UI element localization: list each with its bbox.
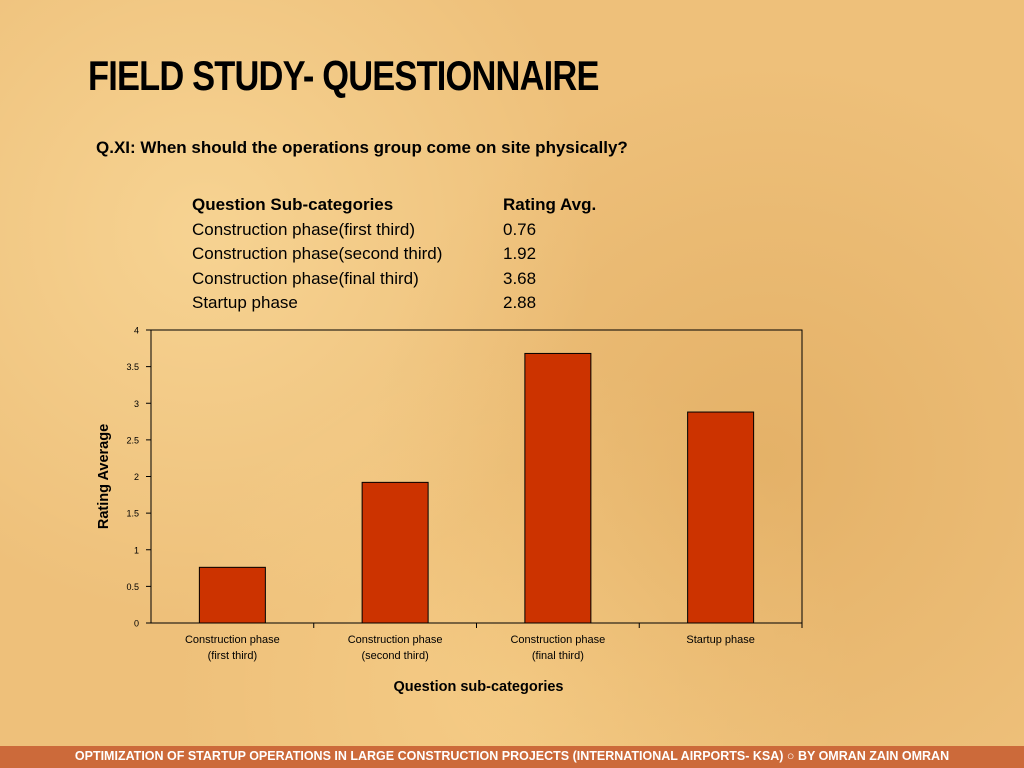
question-text: Q.XI: When should the operations group c… bbox=[96, 138, 628, 157]
bar bbox=[687, 411, 755, 624]
y-tick-label: 3.5 bbox=[126, 362, 139, 372]
x-tick-label: Construction phase (first third) bbox=[185, 634, 280, 662]
x-tick-label: Construction phase (second third) bbox=[348, 634, 443, 662]
ratings-table: Question Sub-categories Rating Avg. Const… bbox=[192, 193, 596, 316]
y-tick-label: 3 bbox=[134, 399, 139, 409]
x-tick-label: Construction phase (final third) bbox=[510, 634, 605, 662]
table-row: Startup phase 2.88 bbox=[192, 291, 596, 316]
table-cell-category: Construction phase(first third) bbox=[192, 219, 415, 239]
table-cell-category: Startup phase bbox=[192, 293, 298, 312]
table-cell-rating: 0.76 bbox=[503, 219, 537, 239]
bar bbox=[524, 352, 592, 624]
table-row: Construction phase(second third) 1.92 bbox=[192, 242, 596, 267]
y-tick-label: 2.5 bbox=[126, 435, 139, 445]
y-tick-label: 1 bbox=[134, 545, 139, 555]
table-header-row: Question Sub-categories Rating Avg. bbox=[192, 193, 596, 218]
y-tick-label: 0 bbox=[134, 619, 139, 629]
table-cell-rating: 3.68 bbox=[503, 268, 537, 288]
y-tick-label: 2 bbox=[134, 472, 139, 482]
table-header-category: Question Sub-categories bbox=[192, 195, 394, 214]
x-tick-label: Startup phase bbox=[686, 634, 755, 646]
table-cell-category: Construction phase(second third) bbox=[192, 244, 443, 263]
y-tick-label: 0.5 bbox=[126, 582, 139, 592]
slide-title: FIELD STUDY- QUESTIONNAIRE bbox=[88, 52, 599, 99]
bar bbox=[198, 566, 266, 624]
y-tick-label: 1.5 bbox=[126, 509, 139, 519]
bar-chart: 0 0.5 1 1.5 2 2.5 3 3.5 4 Construction phase (firs… bbox=[96, 326, 803, 695]
table-cell-rating: 1.92 bbox=[503, 244, 537, 263]
x-axis-title: Question sub-categories bbox=[393, 679, 563, 695]
table-row: Construction phase(first third) 0.76 bbox=[192, 218, 596, 243]
table-header-rating: Rating Avg. bbox=[503, 195, 597, 214]
table-cell-category: Construction phase(final third) bbox=[192, 268, 419, 288]
table-cell-rating: 2.88 bbox=[503, 293, 537, 312]
footer-banner: OPTIMIZATION OF STARTUP OPERATIONS IN LA… bbox=[0, 746, 1024, 768]
bar bbox=[361, 481, 429, 624]
table-row: Construction phase(final third) 3.68 bbox=[192, 267, 596, 292]
y-tick-label: 4 bbox=[134, 326, 139, 336]
y-axis-title: Rating Average bbox=[96, 424, 112, 529]
